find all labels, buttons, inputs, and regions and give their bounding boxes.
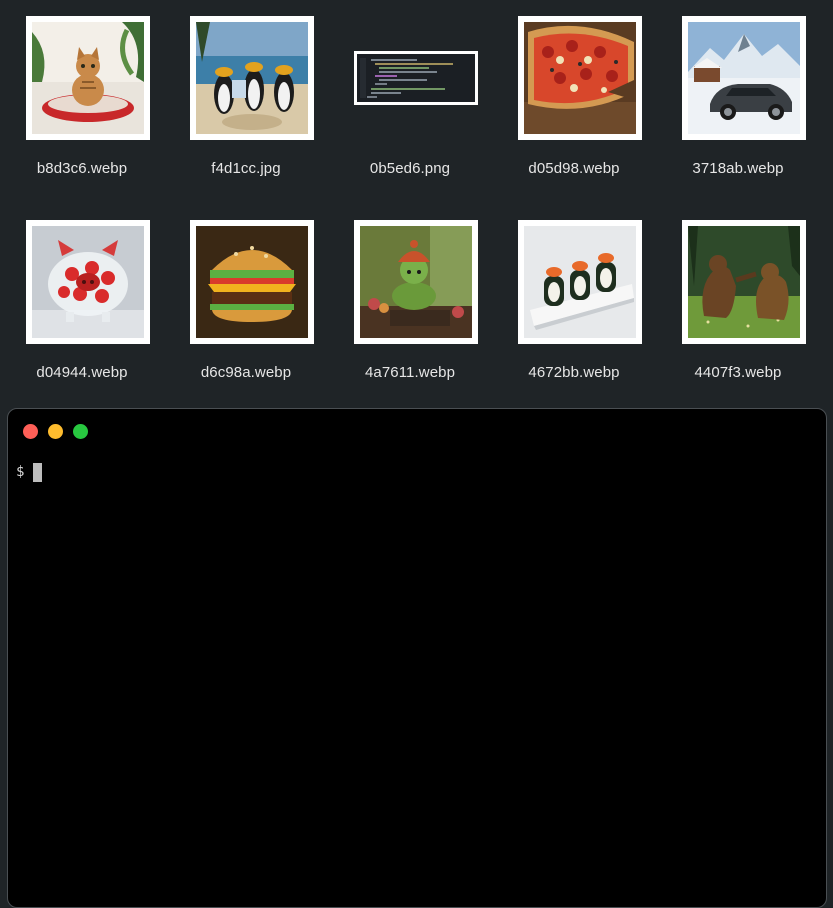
- terminal-prompt-line[interactable]: $: [16, 461, 43, 483]
- text-cursor: [33, 462, 43, 482]
- minimize-window-button[interactable]: [48, 424, 63, 439]
- file-icon-b8d3c6[interactable]: b8d3c6.webp: [0, 16, 164, 206]
- file-icon-4407f3[interactable]: 4407f3.webp: [656, 220, 820, 410]
- thumbnail-penguin-sushi[interactable]: [518, 220, 642, 344]
- file-name: 4a7611.webp: [364, 364, 456, 381]
- file-name: d05d98.webp: [528, 160, 620, 177]
- maximize-window-button[interactable]: [73, 424, 88, 439]
- file-icon-3718ab[interactable]: 3718ab.webp: [656, 16, 820, 206]
- file-icon-d05d98[interactable]: d05d98.webp: [492, 16, 656, 206]
- thumbnail-strawberry-piggy-bank[interactable]: [26, 220, 150, 344]
- file-name: 3718ab.webp: [692, 160, 784, 177]
- thumbnail-penguins-on-beach[interactable]: [190, 16, 314, 140]
- file-name: 4672bb.webp: [528, 364, 620, 381]
- file-icon-4a7611[interactable]: 4a7611.webp: [328, 220, 492, 410]
- thumbnail-code-screenshot[interactable]: [354, 51, 478, 105]
- close-window-button[interactable]: [23, 424, 38, 439]
- thumbnail-lego-burger[interactable]: [190, 220, 314, 344]
- thumbnail-bears-in-meadow[interactable]: [682, 220, 806, 344]
- file-icon-4672bb[interactable]: 4672bb.webp: [492, 220, 656, 410]
- file-name: b8d3c6.webp: [36, 160, 128, 177]
- file-icon-d04944[interactable]: d04944.webp: [0, 220, 164, 410]
- file-name: f4d1cc.jpg: [211, 160, 281, 177]
- file-name: d6c98a.webp: [200, 364, 292, 381]
- file-name: d04944.webp: [36, 364, 128, 381]
- thumbnail-sports-car-in-snow[interactable]: [682, 16, 806, 140]
- desktop: b8d3c6.webp: [0, 0, 833, 410]
- shell-prompt: $: [16, 464, 25, 480]
- terminal-window[interactable]: $: [7, 408, 827, 908]
- file-icon-f4d1cc[interactable]: f4d1cc.jpg: [164, 16, 328, 206]
- thumbnail-cat-on-cushion[interactable]: [26, 16, 150, 140]
- thumbnail-pizza[interactable]: [518, 16, 642, 140]
- file-icon-d6c98a[interactable]: d6c98a.webp: [164, 220, 328, 410]
- thumbnail-crochet-turtle[interactable]: [354, 220, 478, 344]
- file-name: 0b5ed6.png: [369, 160, 451, 177]
- file-icon-0b5ed6[interactable]: 0b5ed6.png: [328, 16, 492, 206]
- file-name: 4407f3.webp: [694, 364, 782, 381]
